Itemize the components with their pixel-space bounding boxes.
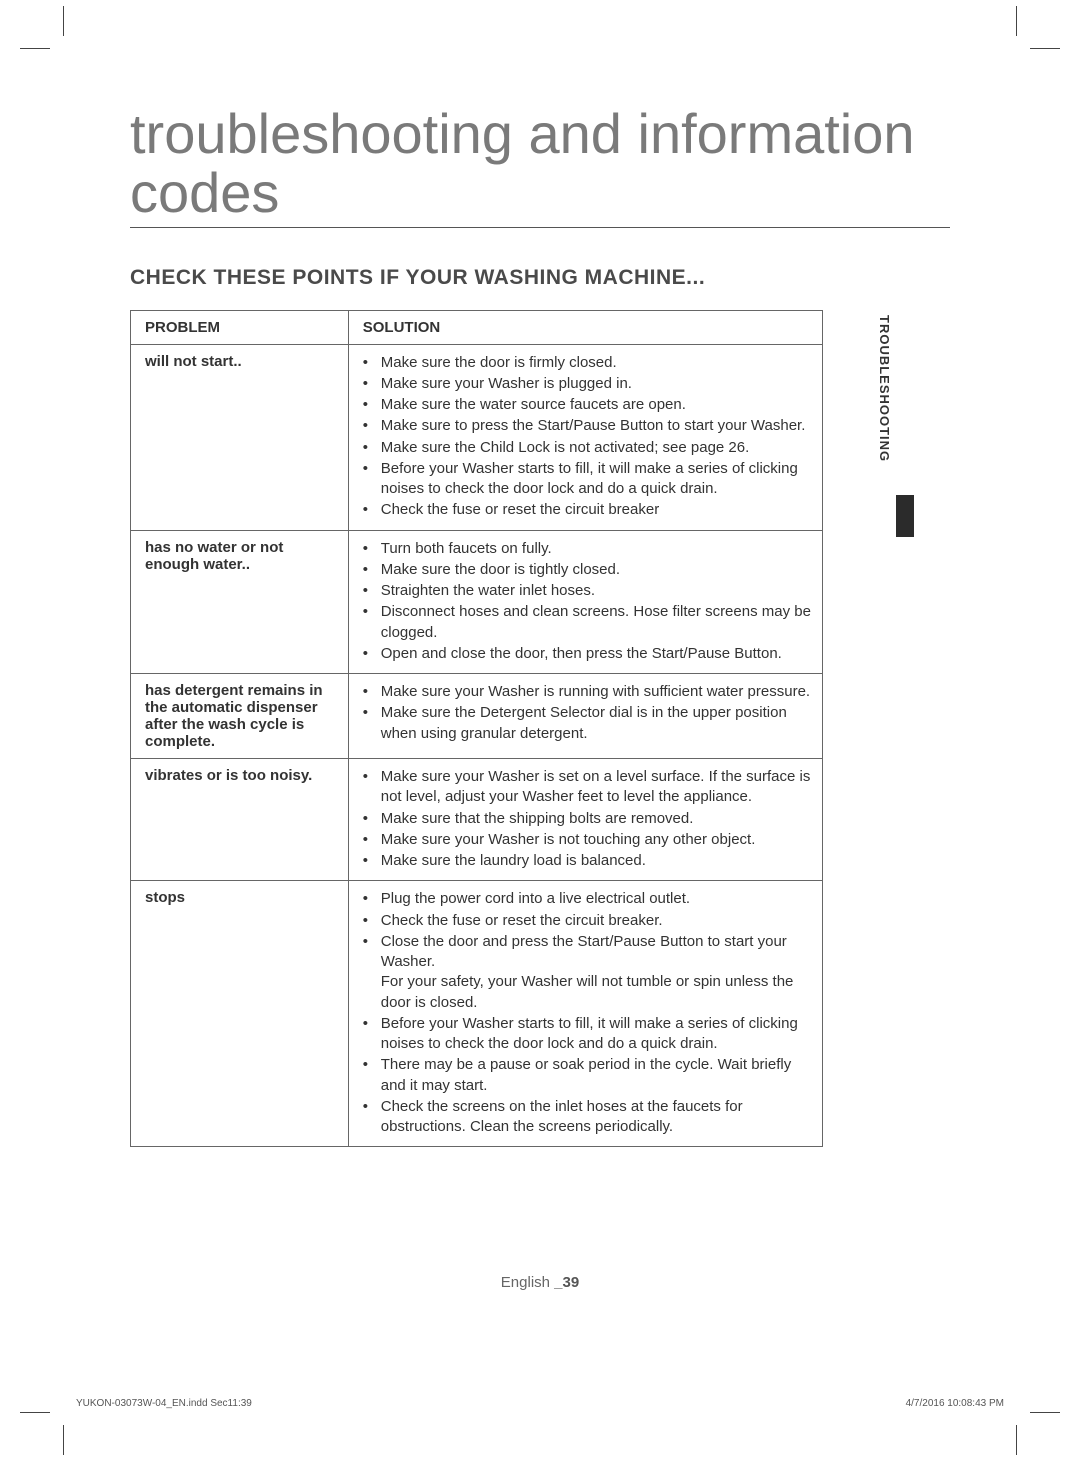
table-row: stops Plug the power cord into a live ele…: [131, 881, 823, 1147]
footer-page-number: _39: [554, 1274, 579, 1291]
solution-item: Make sure the water source faucets are o…: [363, 395, 812, 415]
solution-item: Make sure the door is tightly closed.: [363, 560, 812, 580]
solution-list: Make sure your Washer is running with su…: [363, 682, 812, 744]
page-title: troubleshooting and information codes: [130, 105, 950, 228]
crop-mark: [1030, 48, 1060, 49]
col-header-problem: PROBLEM: [131, 310, 349, 344]
solution-list: Make sure your Washer is set on a level …: [363, 767, 812, 871]
problem-cell: has no water or not enough water..: [131, 530, 349, 674]
solution-item: Close the door and press the Start/Pause…: [363, 932, 812, 1013]
table-row: will not start..Make sure the door is fi…: [131, 344, 823, 530]
solution-item: Make sure that the shipping bolts are re…: [363, 809, 812, 829]
crop-mark: [20, 1412, 50, 1413]
solution-item: Make sure your Washer is not touching an…: [363, 830, 812, 850]
crop-mark: [20, 48, 50, 49]
solution-list: Make sure the door is firmly closed.Make…: [363, 353, 812, 521]
solution-item: Turn both faucets on fully.: [363, 539, 812, 559]
solution-item: There may be a pause or soak period in t…: [363, 1055, 812, 1096]
solution-item: Make sure your Washer is running with su…: [363, 682, 812, 702]
solution-list: Turn both faucets on fully.Make sure the…: [363, 539, 812, 665]
solution-item: Make sure the Detergent Selector dial is…: [363, 703, 812, 744]
solution-item: Check the screens on the inlet hoses at …: [363, 1097, 812, 1138]
footer-doc-ref: YUKON-03073W-04_EN.indd Sec11:39: [76, 1398, 252, 1409]
table-row: has detergent remains in the automatic d…: [131, 674, 823, 759]
solution-list: Plug the power cord into a live electric…: [363, 889, 812, 1137]
section-heading: CHECK THESE POINTS IF YOUR WASHING MACHI…: [130, 266, 950, 290]
problem-cell: stops: [131, 881, 349, 1147]
crop-mark: [63, 1425, 64, 1455]
table-row: vibrates or is too noisy. Make sure your …: [131, 759, 823, 881]
solution-cell: Plug the power cord into a live electric…: [348, 881, 822, 1147]
footer-language: English: [501, 1274, 550, 1291]
solution-cell: Make sure your Washer is running with su…: [348, 674, 822, 759]
page-content: troubleshooting and information codes CH…: [130, 105, 950, 1147]
solution-item: Plug the power cord into a live electric…: [363, 889, 812, 909]
problem-cell: has detergent remains in the automatic d…: [131, 674, 349, 759]
problem-cell: will not start..: [131, 344, 349, 530]
solution-cell: Turn both faucets on fully.Make sure the…: [348, 530, 822, 674]
solution-item: Make sure your Washer is plugged in.: [363, 374, 812, 394]
col-header-solution: SOLUTION: [348, 310, 822, 344]
solution-item: Straighten the water inlet hoses.: [363, 581, 812, 601]
solution-item: Make sure the door is firmly closed.: [363, 353, 812, 373]
side-tab-marker: [896, 495, 914, 537]
solution-item: Make sure the laundry load is balanced.: [363, 851, 812, 871]
solution-item: Check the fuse or reset the circuit brea…: [363, 911, 812, 931]
crop-mark: [1016, 6, 1017, 36]
footer-timestamp: 4/7/2016 10:08:43 PM: [906, 1398, 1004, 1409]
solution-item: Open and close the door, then press the …: [363, 644, 812, 664]
side-tab-label: TROUBLESHOOTING: [866, 315, 892, 495]
solution-item-continuation: For your safety, your Washer will not tu…: [381, 972, 812, 1013]
problem-cell: vibrates or is too noisy.: [131, 759, 349, 881]
solution-cell: Make sure your Washer is set on a level …: [348, 759, 822, 881]
solution-item: Make sure to press the Start/Pause Butto…: [363, 416, 812, 436]
table-header-row: PROBLEM SOLUTION: [131, 310, 823, 344]
troubleshooting-table: PROBLEM SOLUTION will not start..Make su…: [130, 310, 823, 1148]
crop-mark: [1016, 1425, 1017, 1455]
solution-item: Make sure the Child Lock is not activate…: [363, 438, 812, 458]
side-tab: TROUBLESHOOTING: [866, 315, 892, 545]
solution-item: Before your Washer starts to fill, it wi…: [363, 1014, 812, 1055]
solution-item: Before your Washer starts to fill, it wi…: [363, 459, 812, 500]
table-row: has no water or not enough water..Turn b…: [131, 530, 823, 674]
solution-item: Check the fuse or reset the circuit brea…: [363, 500, 812, 520]
crop-mark: [1030, 1412, 1060, 1413]
solution-item: Disconnect hoses and clean screens. Hose…: [363, 602, 812, 643]
solution-item: Make sure your Washer is set on a level …: [363, 767, 812, 808]
crop-mark: [63, 6, 64, 36]
page-footer: English _39: [0, 1274, 1080, 1291]
solution-cell: Make sure the door is firmly closed.Make…: [348, 344, 822, 530]
